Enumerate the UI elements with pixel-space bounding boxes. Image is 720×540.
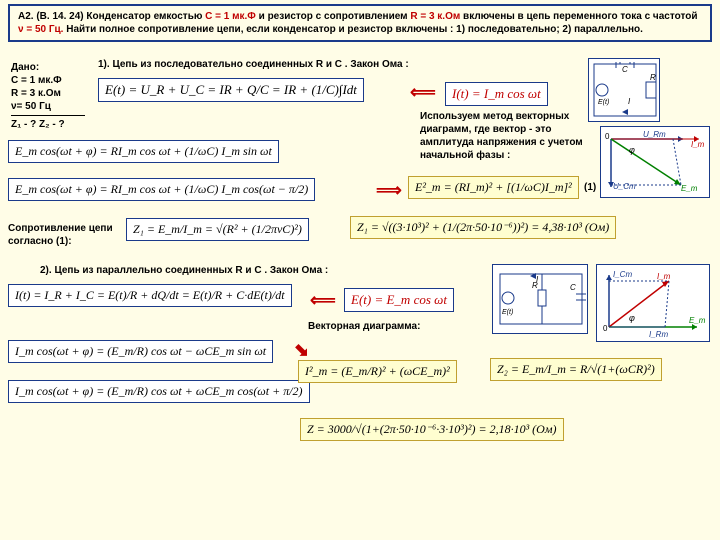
part1-note: Используем метод векторных диаграмм, где… <box>420 110 590 162</box>
svg-text:E(t): E(t) <box>598 99 609 106</box>
svg-text:E(t): E(t) <box>502 309 513 316</box>
prob-label: А2. (В. 14. 24) Конденсатор емкостью <box>18 11 202 22</box>
part2-eq3: I_m cos(ωt + φ) = (E_m/R) cos ωt − ωCE_m… <box>8 340 273 363</box>
svg-text:I_m: I_m <box>691 140 705 149</box>
svg-text:φ: φ <box>629 313 635 323</box>
part1-eq5: E²_m = (RI_m)² + [(1/ωC)I_m]² <box>408 176 579 199</box>
prob-nu: ν = 50 Гц. <box>18 24 63 35</box>
part1-eq4: E_m cos(ωt + φ) = RI_m cos ωt + (1/ωC) I… <box>8 178 315 201</box>
prob-r: R = 3 к.Ом <box>410 11 460 22</box>
res-label: Сопротивление цепи согласно (1): <box>8 222 118 248</box>
arrow-icon: ⟸ <box>310 290 336 311</box>
part1-eq2: I(t) = I_m cos ωt <box>445 82 548 106</box>
vector1: U_Rm I_m U_Cm E_m φ 0 <box>600 126 710 198</box>
svg-text:E_m: E_m <box>689 316 706 325</box>
svg-text:0: 0 <box>605 132 610 141</box>
vector1-svg: U_Rm I_m U_Cm E_m φ 0 <box>603 129 709 197</box>
circuit2-svg: E(t) R C I <box>496 268 586 332</box>
given-l2: R = 3 к.Ом <box>11 87 85 100</box>
part2-eq5: I²_m = (E_m/R)² + (ωCE_m)² <box>298 360 457 383</box>
svg-text:φ: φ <box>629 145 635 155</box>
part1-title: 1). Цепь из последовательно соединенных … <box>98 58 409 71</box>
vector2: I_Cm I_m E_m I_Rm φ 0 <box>596 264 710 342</box>
part1-eq3: E_m cos(ωt + φ) = RI_m cos ωt + (1/ωC) I… <box>8 140 279 163</box>
arrow-icon: ⟹ <box>376 180 402 201</box>
part2-eq7: Z = 3000/√(1+(2π·50·10⁻⁶·3·10³)²) = 2,18… <box>300 418 564 441</box>
vec-label: Векторная диаграмма: <box>308 320 420 333</box>
circuit1-svg: C E(t) R I <box>592 62 658 120</box>
given-l1: С = 1 мк.Ф <box>11 74 85 87</box>
svg-text:I_Rm: I_Rm <box>649 330 668 339</box>
svg-text:C: C <box>622 65 628 74</box>
prob-tail: Найти полное сопротивление цепи, если ко… <box>66 24 643 35</box>
svg-text:U_Rm: U_Rm <box>643 130 666 139</box>
prob-c: С = 1 мк.Ф <box>205 11 256 22</box>
arrow-icon: ⬊ <box>294 340 309 361</box>
problem-statement: А2. (В. 14. 24) Конденсатор емкостью С =… <box>8 4 712 42</box>
svg-text:I_Cm: I_Cm <box>613 270 632 279</box>
part2-eq1: I(t) = I_R + I_C = E(t)/R + dQ/dt = E(t)… <box>8 284 292 307</box>
svg-text:I: I <box>628 97 631 106</box>
given-l3: ν= 50 Гц <box>11 100 85 113</box>
circuit1: C E(t) R I <box>588 58 660 122</box>
part2-eq2: E(t) = E_m cos ωt <box>344 288 454 312</box>
svg-text:I_m: I_m <box>657 272 671 281</box>
svg-text:E_m: E_m <box>681 184 698 193</box>
svg-text:R: R <box>650 73 656 82</box>
arrow-icon: ⟸ <box>410 82 436 103</box>
svg-text:I: I <box>536 275 539 284</box>
part2-eq4: I_m cos(ωt + φ) = (E_m/R) cos ωt + ωCE_m… <box>8 380 310 403</box>
given-box: Дано: С = 1 мк.Ф R = 3 к.Ом ν= 50 Гц Z₁ … <box>8 58 88 134</box>
svg-text:U_Cm: U_Cm <box>613 182 636 191</box>
given-title: Дано: <box>11 61 85 74</box>
part1-eq7: Z₁ = √((3·10³)² + (1/(2π·50·10⁻⁶))²) = 4… <box>350 216 616 239</box>
part2-title: 2). Цепь из параллельно соединенных R и … <box>40 264 328 277</box>
part1-eq6: Z₁ = E_m/I_m = √(R² + (1/2πνC)²) <box>126 218 309 241</box>
part2-eq6: Z₂ = E_m/I_m = R/√(1+(ωCR)²) <box>490 358 662 381</box>
vector2-svg: I_Cm I_m E_m I_Rm φ 0 <box>599 267 709 341</box>
given-l4: Z₁ - ? Z₂ - ? <box>11 115 85 131</box>
svg-text:C: C <box>570 283 576 292</box>
tag1: (1) <box>584 182 596 193</box>
part1-eq1: E(t) = U_R + U_C = IR + Q/C = IR + (1/C)… <box>98 78 364 102</box>
svg-text:0: 0 <box>603 324 608 333</box>
prob-m2: включены в цепь переменного тока с часто… <box>463 11 697 22</box>
prob-m1: и резистор с сопротивлением <box>259 11 408 22</box>
circuit2: E(t) R C I <box>492 264 588 334</box>
